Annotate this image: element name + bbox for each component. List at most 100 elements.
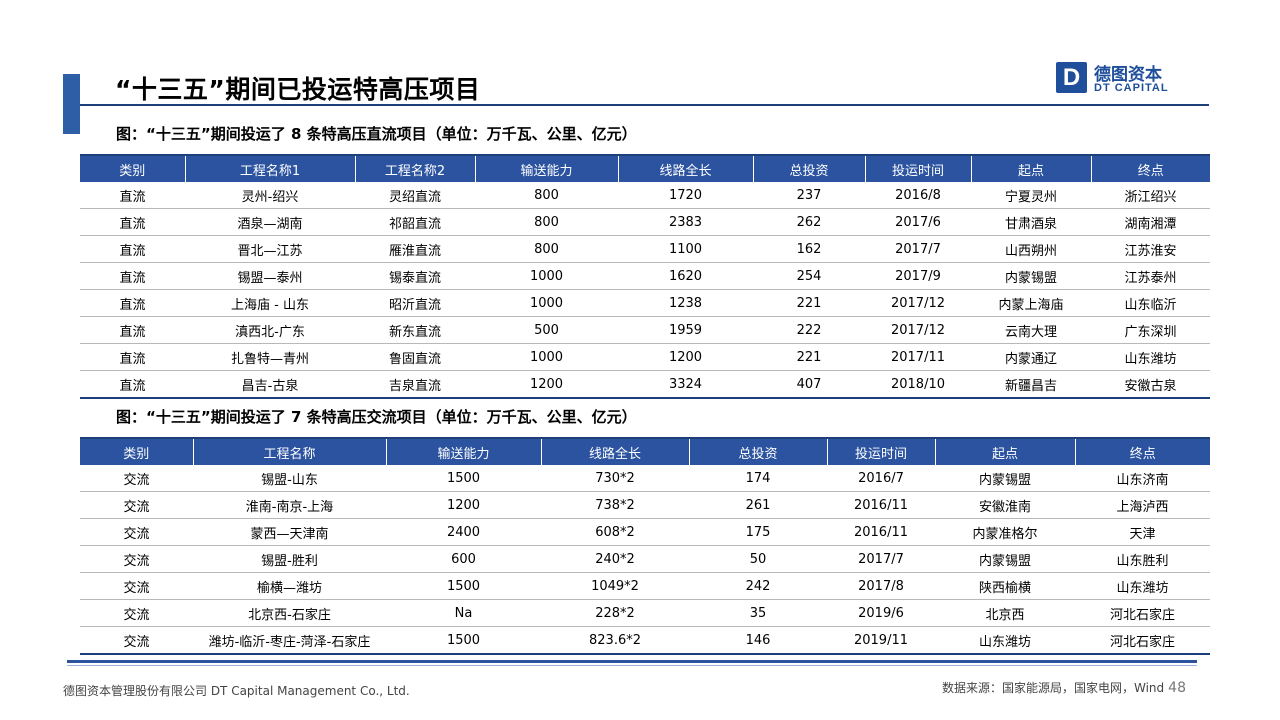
table-cell: 山东潍坊 (935, 626, 1075, 655)
table-cell: 823.6*2 (541, 626, 689, 655)
table-cell: 254 (753, 262, 865, 290)
table-row: 交流 榆横—潍坊 1500 1049*2 242 2017/8 陕西榆横 山东潍坊 (80, 572, 1210, 600)
table-cell: 146 (689, 626, 827, 655)
table-cell: 山西朔州 (971, 235, 1091, 263)
title-accent-bar (63, 74, 80, 134)
table-cell: 天津 (1075, 518, 1210, 546)
column-header: 终点 (1090, 155, 1210, 182)
table-cell: 242 (689, 572, 827, 600)
table-cell: 广东深圳 (1091, 316, 1210, 344)
table-row: 交流 北京西-石家庄 Na 228*2 35 2019/6 北京西 河北石家庄 (80, 599, 1210, 627)
table-cell: 扎鲁特—青州 (185, 343, 355, 371)
table-cell: 榆横—潍坊 (193, 572, 386, 600)
table-row: 交流 潍坊-临沂-枣庄-菏泽-石家庄 1500 823.6*2 146 2019/11 山东… (80, 626, 1210, 655)
table-row: 交流 蒙西—天津南 2400 608*2 175 2016/11 内蒙准格尔 天津 (80, 518, 1210, 546)
table-cell: 175 (689, 518, 827, 546)
table-cell: 昭沂直流 (355, 289, 475, 317)
table-cell: 1049*2 (541, 572, 689, 600)
data-source-text: 数据来源：国家能源局，国家电网，Wind (942, 681, 1165, 695)
footer-divider (67, 660, 1197, 663)
table-cell: 2016/8 (865, 182, 971, 209)
table-cell: 鲁固直流 (355, 343, 475, 371)
table-cell: 800 (475, 235, 618, 263)
table-cell: 2019/6 (827, 599, 935, 627)
column-header: 总投资 (752, 155, 865, 182)
table-row: 直流 酒泉—湖南 祁韶直流 800 2383 262 2017/6 甘肃酒泉 湖南湘潭 (80, 208, 1210, 236)
table-cell: 2019/11 (827, 626, 935, 655)
table-cell: 1238 (618, 289, 753, 317)
dc-projects-table: 类别 工程名称1 工程名称2 输送能力 线路全长 总投资 投运时间 起点 终点 … (80, 154, 1210, 399)
table-cell: 浙江绍兴 (1091, 182, 1210, 209)
table-row: 直流 滇西北-广东 新东直流 500 1959 222 2017/12 云南大理 广东深圳 (80, 316, 1210, 344)
table-cell: 261 (689, 491, 827, 519)
table-cell: 山东济南 (1075, 465, 1210, 492)
footer-company: 德图资本管理股份有限公司 DT Capital Management Co., … (63, 684, 410, 698)
table-cell: 407 (753, 370, 865, 399)
table-cell: 交流 (80, 572, 193, 600)
column-header: 工程名称 (192, 438, 386, 465)
table-cell: 2016/11 (827, 518, 935, 546)
table-cell: 北京西-石家庄 (193, 599, 386, 627)
table-cell: 50 (689, 545, 827, 573)
table-cell: 237 (753, 182, 865, 209)
table-cell: 河北石家庄 (1075, 599, 1210, 627)
table-cell: 山东潍坊 (1075, 572, 1210, 600)
table-cell: 1000 (475, 289, 618, 317)
table-row: 直流 锡盟—泰州 锡泰直流 1000 1620 254 2017/9 内蒙锡盟 江苏泰州 (80, 262, 1210, 290)
logo-text-cn: 德图资本 (1094, 65, 1162, 85)
table-cell: 昌吉-古泉 (185, 370, 355, 399)
table-cell: 222 (753, 316, 865, 344)
table-cell: 直流 (80, 235, 185, 263)
page-title: “十三五”期间已投运特高压项目 (115, 75, 481, 104)
table-cell: 2017/6 (865, 208, 971, 236)
table-cell: 500 (475, 316, 618, 344)
table-cell: 淮南-南京-上海 (193, 491, 386, 519)
table-cell: 交流 (80, 518, 193, 546)
table-cell: 1500 (386, 572, 541, 600)
table-cell: 内蒙锡盟 (935, 465, 1075, 492)
table-cell: 1500 (386, 465, 541, 492)
table-cell: 潍坊-临沂-枣庄-菏泽-石家庄 (193, 626, 386, 655)
table-cell: 内蒙准格尔 (935, 518, 1075, 546)
table-cell: 221 (753, 343, 865, 371)
table-cell: 800 (475, 182, 618, 209)
table-cell: 吉泉直流 (355, 370, 475, 399)
table-cell: 上海泸西 (1075, 491, 1210, 519)
table-row: 直流 昌吉-古泉 吉泉直流 1200 3324 407 2018/10 新疆昌吉 安徽古泉 (80, 370, 1210, 399)
table-cell: 内蒙上海庙 (971, 289, 1091, 317)
column-header: 线路全长 (617, 155, 753, 182)
table-cell: 直流 (80, 262, 185, 290)
company-logo: D 德图资本 DT CAPITAL (1056, 62, 1196, 98)
table-cell: 上海庙 - 山东 (185, 289, 355, 317)
table-cell: 内蒙锡盟 (935, 545, 1075, 573)
table-cell: 直流 (80, 370, 185, 399)
column-header: 输送能力 (474, 155, 618, 182)
column-header: 起点 (934, 438, 1075, 465)
table-cell: 1959 (618, 316, 753, 344)
table-cell: 3324 (618, 370, 753, 399)
table-cell: 直流 (80, 289, 185, 317)
table-cell: 晋北—江苏 (185, 235, 355, 263)
table-cell: 240*2 (541, 545, 689, 573)
table-cell: 山东胜利 (1075, 545, 1210, 573)
table-cell: 锡泰直流 (355, 262, 475, 290)
table-cell: 2017/12 (865, 289, 971, 317)
table-header-row: 类别 工程名称1 工程名称2 输送能力 线路全长 总投资 投运时间 起点 终点 (80, 155, 1210, 182)
table-cell: 河北石家庄 (1075, 626, 1210, 655)
table-header-row: 类别 工程名称 输送能力 线路全长 总投资 投运时间 起点 终点 (80, 438, 1210, 465)
table-cell: 2016/7 (827, 465, 935, 492)
table-cell: 1620 (618, 262, 753, 290)
footer-divider-thin (67, 665, 1197, 666)
table-cell: 221 (753, 289, 865, 317)
table-cell: 交流 (80, 465, 193, 492)
table-cell: 新东直流 (355, 316, 475, 344)
table-cell: 1200 (475, 370, 618, 399)
column-header: 类别 (80, 438, 193, 465)
table-cell: 祁韶直流 (355, 208, 475, 236)
table-cell: 安徽古泉 (1091, 370, 1210, 399)
column-header: 投运时间 (826, 438, 935, 465)
table-cell: 陕西榆横 (935, 572, 1075, 600)
title-divider (80, 104, 1209, 106)
table-cell: 酒泉—湖南 (185, 208, 355, 236)
table-row: 直流 晋北—江苏 雁淮直流 800 1100 162 2017/7 山西朔州 江苏淮安 (80, 235, 1210, 263)
